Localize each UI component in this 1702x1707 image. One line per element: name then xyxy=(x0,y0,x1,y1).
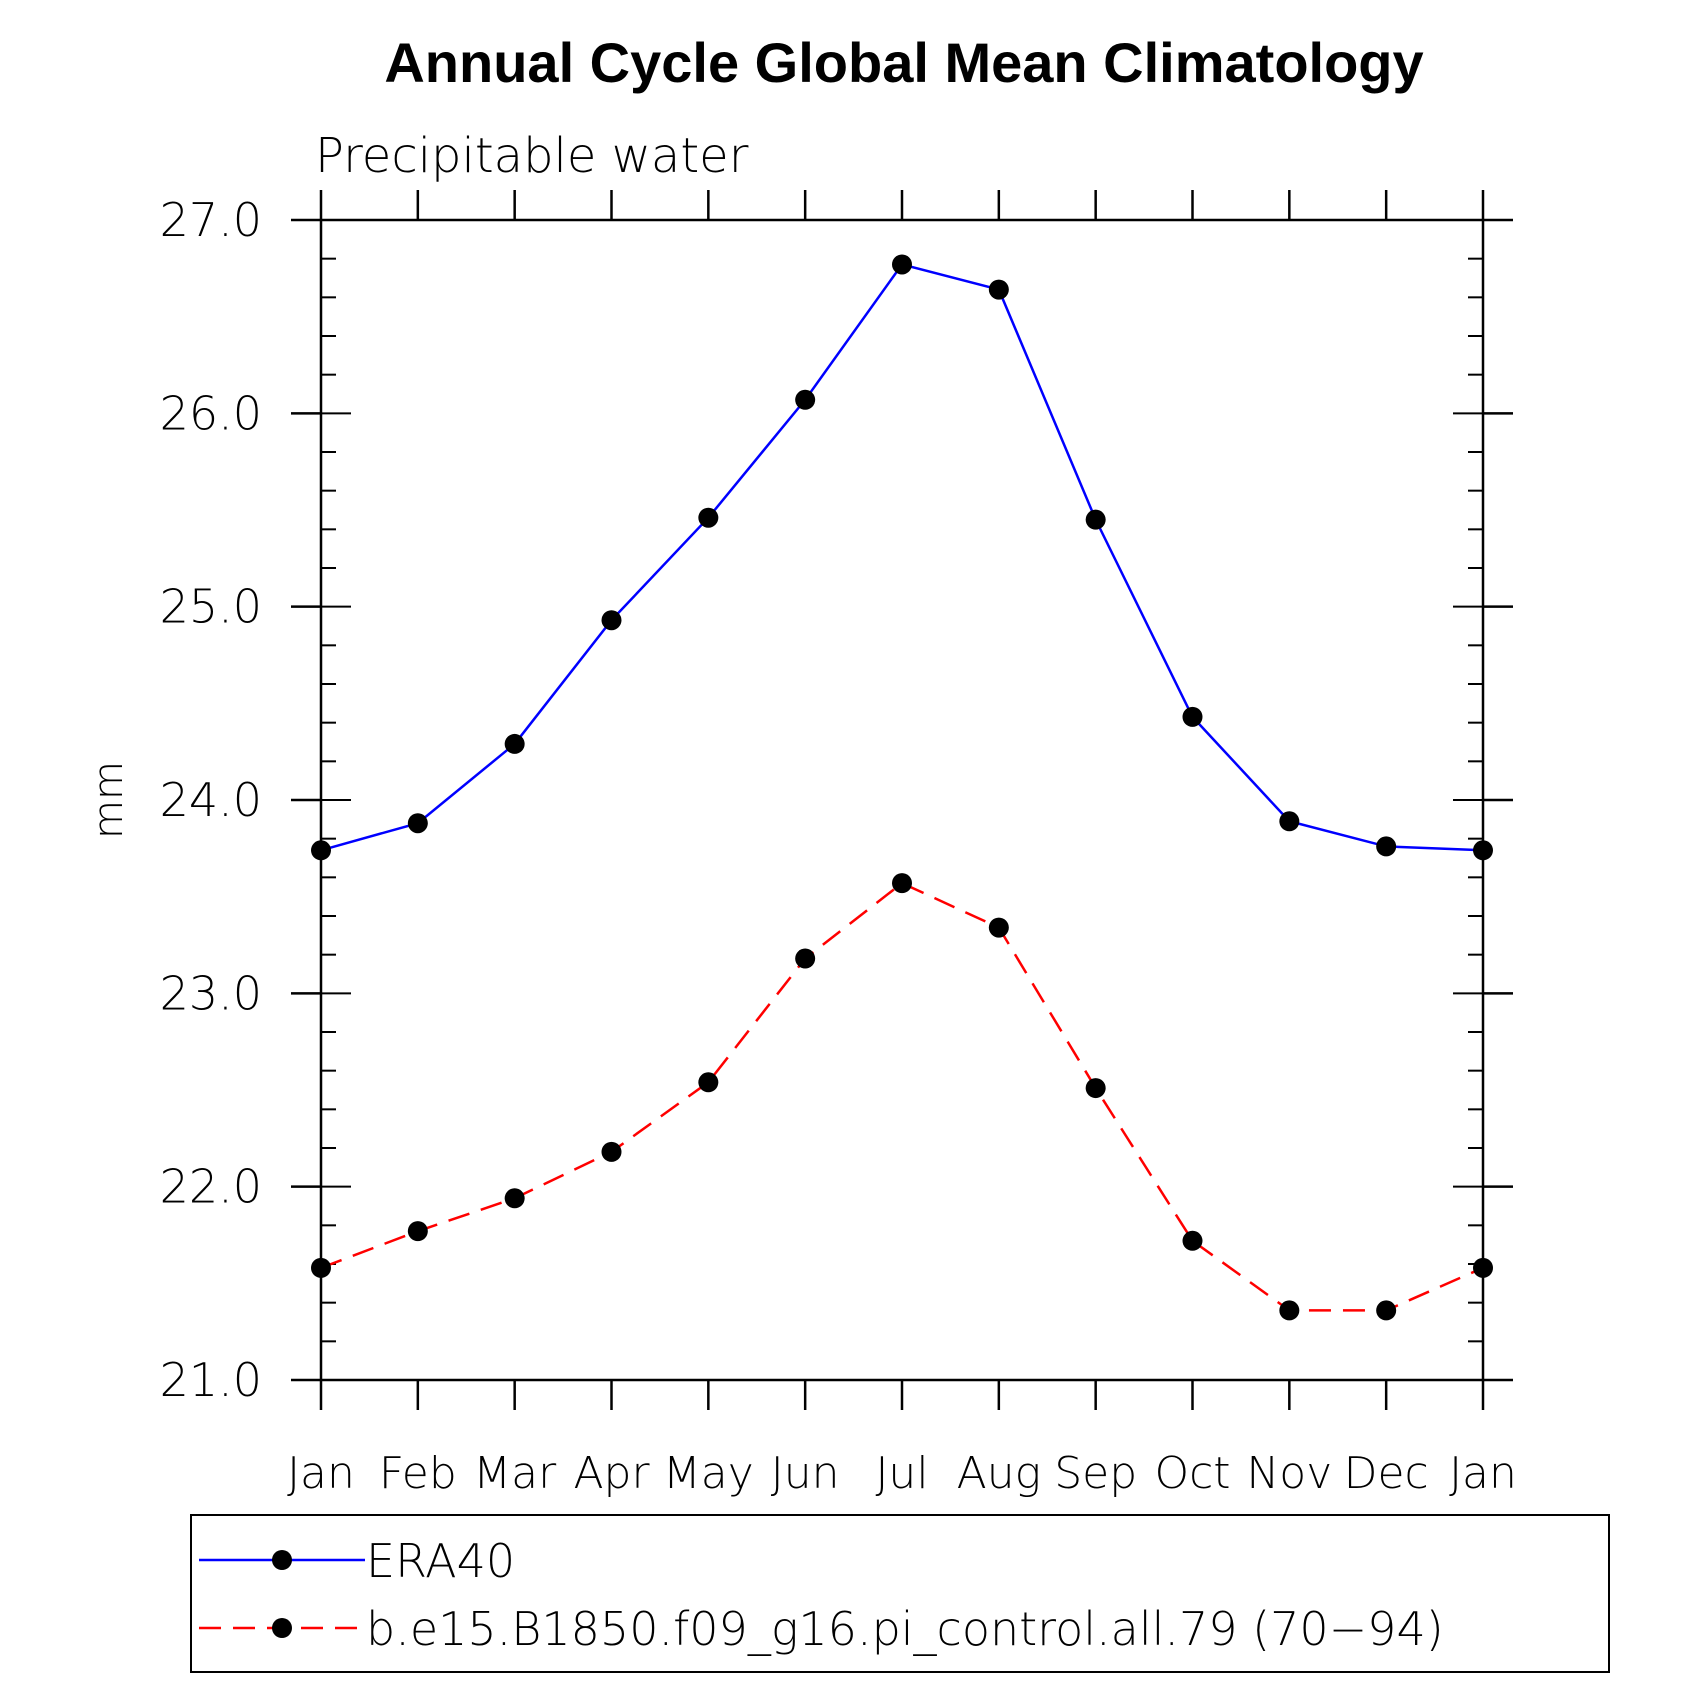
data-point xyxy=(1376,1300,1397,1321)
data-point xyxy=(1182,1230,1203,1251)
data-point xyxy=(988,279,1009,300)
data-point xyxy=(1279,1300,1300,1321)
data-point xyxy=(311,1257,331,1278)
x-tick-label: Apr xyxy=(573,1448,650,1499)
chart-subtitle: Precipitable water xyxy=(315,128,749,184)
y-tick-label: 22.0 xyxy=(160,1160,262,1214)
data-point xyxy=(795,389,816,410)
legend: ERA40 b.e15.B1850.f09_g16.pi_control.all… xyxy=(190,1514,1610,1673)
x-tick-label: Nov xyxy=(1246,1448,1332,1499)
axis-ticks xyxy=(291,190,1513,1410)
y-tick-label: 21.0 xyxy=(160,1353,262,1407)
x-tick-label: Jun xyxy=(771,1448,840,1499)
x-tick-label: May xyxy=(663,1448,754,1499)
data-point xyxy=(1182,706,1203,727)
data-point xyxy=(407,1221,428,1242)
y-tick-label: 25.0 xyxy=(160,580,262,634)
data-point xyxy=(504,1188,525,1209)
x-tick-label: Jul xyxy=(875,1448,928,1499)
data-point xyxy=(407,813,428,834)
data-point xyxy=(698,507,719,528)
legend-marker-era40 xyxy=(272,1550,292,1570)
series-layer xyxy=(311,254,1493,1321)
x-tick-label: Mar xyxy=(473,1448,557,1499)
data-point xyxy=(1085,1078,1106,1099)
y-axis-label: mm xyxy=(86,761,132,839)
legend-label-model: b.e15.B1850.f09_g16.pi_control.all.79 (7… xyxy=(366,1602,1444,1656)
x-tick-label: Feb xyxy=(379,1448,457,1499)
chart-title: Annual Cycle Global Mean Climatology xyxy=(384,31,1423,94)
data-point xyxy=(311,840,331,861)
data-point xyxy=(1473,1257,1493,1278)
x-tick-label: Aug xyxy=(957,1448,1041,1499)
y-tick-label: 23.0 xyxy=(160,966,262,1020)
data-point xyxy=(601,1141,622,1162)
data-point xyxy=(1279,811,1300,832)
series-line-1 xyxy=(320,881,1484,1312)
legend-marker-model xyxy=(272,1618,292,1638)
series-line-0 xyxy=(320,263,1484,852)
x-tick-label: Jan xyxy=(1449,1448,1517,1499)
x-tick-labels: Jan Feb Mar Apr May Jun Jul Aug Sep Oct Nov Dec Jan xyxy=(287,1448,1517,1499)
data-point xyxy=(892,873,912,894)
x-tick-label: Sep xyxy=(1054,1448,1137,1499)
x-tick-label: Oct xyxy=(1154,1448,1230,1499)
data-point xyxy=(601,610,622,631)
data-point xyxy=(795,948,816,969)
x-tick-label: Jan xyxy=(287,1448,355,1499)
data-point xyxy=(698,1072,719,1093)
x-tick-label: Dec xyxy=(1344,1448,1429,1499)
data-point xyxy=(504,733,525,754)
data-point xyxy=(988,917,1009,938)
data-point xyxy=(1376,836,1397,857)
data-point xyxy=(1473,840,1493,861)
data-point xyxy=(892,254,912,275)
y-tick-labels: 21.0 22.0 23.0 24.0 25.0 26.0 27.0 xyxy=(160,193,262,1407)
y-tick-label: 26.0 xyxy=(160,386,262,440)
y-tick-label: 24.0 xyxy=(160,773,262,827)
data-point xyxy=(1085,509,1106,530)
legend-label-era40: ERA40 xyxy=(366,1534,515,1588)
legend-box xyxy=(190,1514,1610,1673)
y-tick-label: 27.0 xyxy=(160,193,262,247)
